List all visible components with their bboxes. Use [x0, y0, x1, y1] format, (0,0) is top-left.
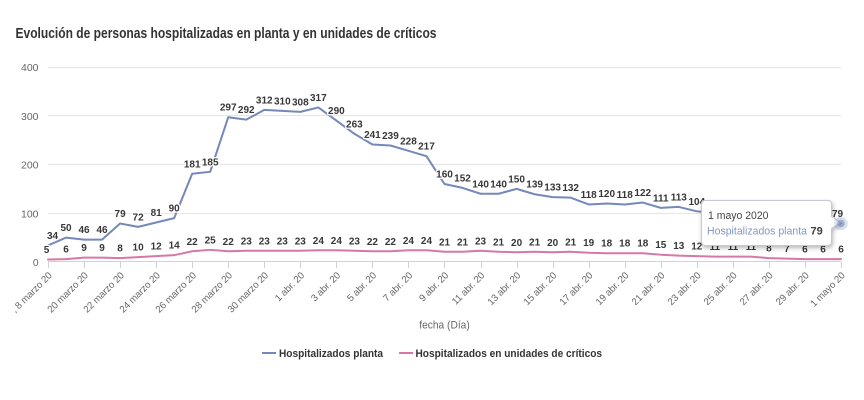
svg-text:100: 100: [21, 209, 39, 220]
svg-text:23: 23: [475, 236, 487, 247]
svg-text:122: 122: [634, 188, 651, 199]
svg-text:217: 217: [418, 142, 435, 153]
svg-text:20: 20: [511, 238, 523, 249]
svg-text:20: 20: [547, 238, 559, 249]
svg-text:228: 228: [400, 136, 417, 147]
svg-text:23: 23: [277, 236, 289, 247]
svg-text:139: 139: [526, 180, 543, 191]
svg-text:9: 9: [81, 243, 87, 254]
svg-text:133: 133: [544, 183, 561, 194]
svg-text:308: 308: [292, 97, 309, 108]
svg-text:120: 120: [598, 189, 615, 200]
svg-text:6: 6: [820, 245, 826, 256]
svg-text:19: 19: [583, 238, 595, 249]
svg-text:290: 290: [328, 106, 345, 117]
svg-text:Hospitalizados en unidades de: Hospitalizados en unidades de críticos: [416, 348, 603, 360]
svg-text:200: 200: [21, 161, 39, 172]
svg-text:23: 23: [295, 236, 307, 247]
svg-text:22: 22: [367, 237, 379, 248]
svg-text:263: 263: [346, 119, 363, 130]
svg-text:23: 23: [241, 236, 253, 247]
svg-text:22: 22: [187, 237, 199, 248]
svg-text:15: 15: [655, 240, 667, 251]
svg-text:310: 310: [274, 96, 291, 107]
svg-text:292: 292: [238, 105, 255, 116]
svg-text:12: 12: [151, 242, 163, 253]
svg-text:21: 21: [493, 237, 505, 248]
svg-text:34: 34: [47, 231, 59, 242]
svg-text:18: 18: [637, 239, 649, 250]
svg-text:79: 79: [115, 209, 127, 220]
svg-text:21: 21: [529, 237, 541, 248]
svg-text:160: 160: [436, 170, 453, 181]
svg-text:12: 12: [691, 242, 703, 253]
svg-text:6: 6: [63, 245, 69, 256]
svg-text:9: 9: [99, 243, 105, 254]
svg-text:24: 24: [403, 236, 415, 247]
svg-text:297: 297: [220, 103, 237, 114]
svg-text:118: 118: [581, 190, 598, 201]
svg-text:25: 25: [205, 235, 217, 246]
svg-text:21: 21: [439, 237, 451, 248]
svg-text:132: 132: [562, 183, 579, 194]
svg-text:72: 72: [133, 212, 145, 223]
svg-text:5: 5: [44, 245, 50, 256]
svg-text:185: 185: [202, 157, 219, 168]
svg-text:152: 152: [454, 173, 471, 184]
svg-text:6: 6: [802, 245, 808, 256]
svg-text:46: 46: [78, 225, 90, 236]
svg-text:24: 24: [331, 236, 343, 247]
svg-text:8: 8: [766, 244, 772, 255]
svg-text:140: 140: [490, 179, 507, 190]
svg-text:150: 150: [508, 174, 525, 185]
svg-text:fecha (Día): fecha (Día): [419, 320, 470, 332]
svg-text:18: 18: [619, 239, 631, 250]
svg-text:10: 10: [133, 243, 145, 254]
svg-text:118: 118: [617, 190, 634, 201]
svg-text:50: 50: [60, 223, 72, 234]
svg-text:24: 24: [421, 236, 433, 247]
svg-text:111: 111: [653, 193, 669, 204]
svg-text:300: 300: [21, 112, 39, 123]
svg-text:Hospitalizados planta: Hospitalizados planta: [279, 348, 384, 360]
svg-text:Hospitalizados planta: Hospitalizados planta: [707, 226, 808, 238]
svg-text:6: 6: [838, 245, 844, 256]
svg-text:239: 239: [382, 131, 399, 142]
svg-text:241: 241: [364, 130, 381, 141]
svg-text:23: 23: [349, 236, 361, 247]
svg-text:18: 18: [601, 239, 613, 250]
svg-text:400: 400: [21, 63, 39, 74]
svg-text:21: 21: [457, 237, 469, 248]
svg-text:13: 13: [673, 241, 685, 252]
svg-text:181: 181: [184, 159, 201, 170]
svg-text:46: 46: [97, 225, 109, 236]
svg-text:1 mayo 2020: 1 mayo 2020: [708, 210, 769, 222]
svg-text:312: 312: [256, 95, 273, 106]
svg-text:140: 140: [472, 179, 489, 190]
svg-text:79: 79: [811, 226, 823, 238]
svg-text:90: 90: [169, 204, 181, 215]
svg-text:24: 24: [313, 236, 325, 247]
svg-text:22: 22: [385, 237, 397, 248]
svg-text:22: 22: [223, 237, 235, 248]
svg-text:21: 21: [565, 237, 577, 248]
svg-text:0: 0: [33, 258, 39, 269]
svg-text:14: 14: [169, 241, 181, 252]
svg-text:81: 81: [151, 208, 163, 219]
svg-text:7: 7: [784, 244, 790, 255]
svg-text:23: 23: [259, 236, 271, 247]
svg-text:8: 8: [117, 244, 123, 255]
svg-text:317: 317: [310, 93, 327, 104]
svg-text:Evolución de personas hospital: Evolución de personas hospitalizadas en …: [16, 26, 437, 42]
svg-text:113: 113: [671, 192, 688, 203]
